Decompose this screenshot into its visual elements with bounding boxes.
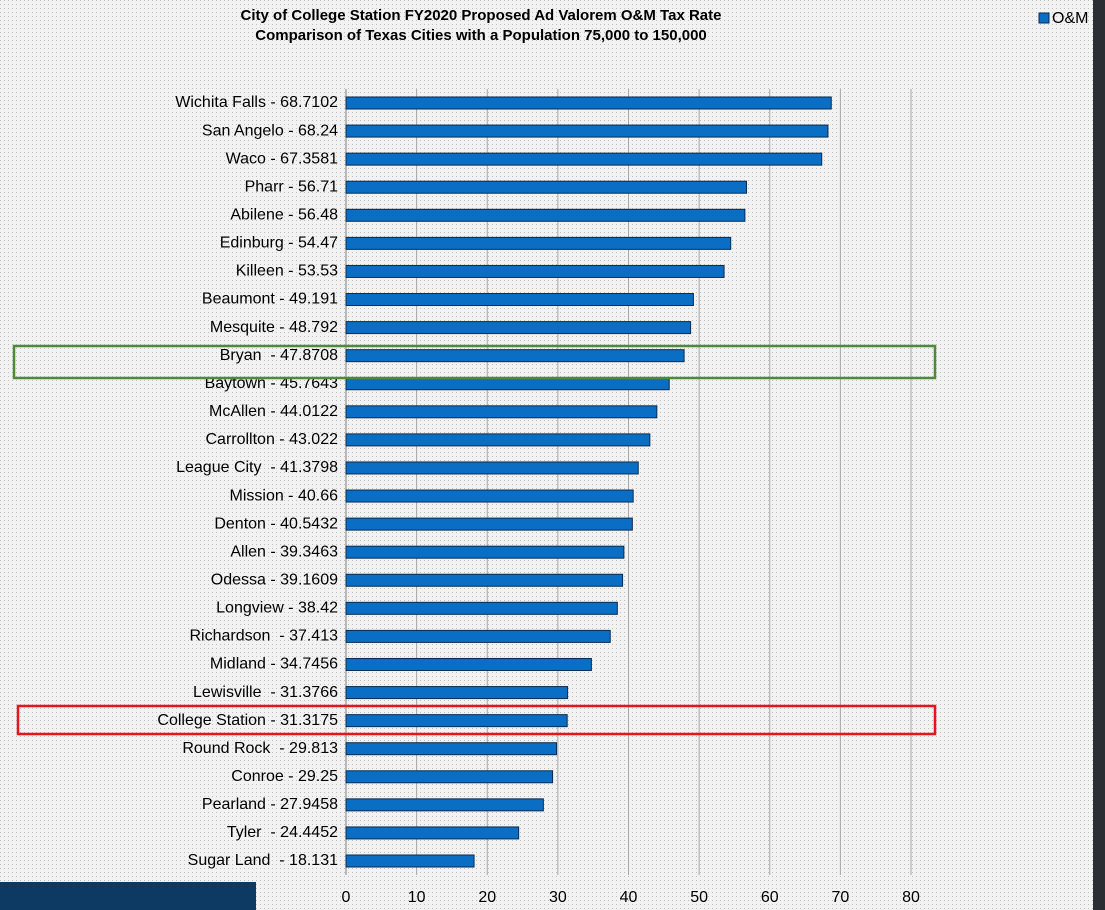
y-tick-label: Odessa - 39.1609 [211,571,338,588]
bar [345,742,558,756]
bar [345,770,554,784]
y-tick-label: Carrollton - 43.022 [205,431,338,448]
x-tick-label: 40 [620,889,638,906]
chart-title: City of College Station FY2020 Proposed … [241,7,722,24]
y-tick-label: Edinburg - 54.47 [220,235,338,252]
y-tick-label: Longview - 38.42 [216,600,338,617]
bar [345,321,692,335]
bar [345,293,694,307]
y-tick-label: Tyler - 24.4452 [227,824,338,841]
bar [345,349,685,363]
bar [345,461,639,475]
bar [345,657,592,671]
y-tick-label: Abilene - 56.48 [230,207,338,224]
y-tick-label: Allen - 39.3463 [230,543,338,560]
y-tick-label: Bryan - 47.8708 [220,347,338,364]
bar [345,714,568,728]
bar [345,433,651,447]
y-tick-label: Pearland - 27.9458 [202,796,338,813]
edge-strip [1093,0,1105,910]
bar [345,517,633,531]
y-tick-label: San Angelo - 68.24 [202,122,338,139]
y-tick-label: McAllen - 44.0122 [209,403,338,420]
x-tick-label: 50 [690,889,708,906]
bar [345,573,624,587]
y-tick-label: Wichita Falls - 68.7102 [175,94,338,111]
y-tick-label: College Station - 31.3175 [157,712,338,729]
bar [345,826,520,840]
bar [345,377,670,391]
y-tick-label: Round Rock - 29.813 [182,740,338,757]
y-tick-label: Sugar Land - 18.131 [188,852,338,869]
y-tick-label: Mesquite - 48.792 [210,319,338,336]
legend-swatch [1038,12,1050,24]
bar [345,180,748,194]
bar [345,798,544,812]
x-tick-label: 60 [761,889,779,906]
y-tick-label: Denton - 40.5432 [214,515,338,532]
y-tick-label: Midland - 34.7456 [210,656,338,673]
bar [345,96,832,110]
bar [345,264,725,278]
bar [345,124,829,138]
bar [345,152,823,166]
y-tick-label: Waco - 67.3581 [226,150,338,167]
x-tick-label: 10 [408,889,426,906]
y-tick-label: Beaumont - 49.191 [202,291,338,308]
chart-subtitle: Comparison of Texas Cities with a Popula… [255,27,707,44]
logo-block [0,882,256,910]
bar [345,601,618,615]
x-tick-label: 20 [478,889,496,906]
bar [345,686,569,700]
y-tick-label: Mission - 40.66 [230,487,339,504]
x-tick-label: 70 [831,889,849,906]
legend-label: O&M [1052,10,1088,27]
x-tick-label: 0 [342,889,351,906]
x-tick-label: 30 [549,889,567,906]
bar [345,208,746,222]
highlight-box [12,344,937,380]
x-tick-label: 80 [902,889,920,906]
bar [345,854,475,868]
bar [345,405,658,419]
highlight-box [16,704,937,736]
bar [345,489,634,503]
y-tick-label: Killeen - 53.53 [236,263,338,280]
bar [345,629,611,643]
y-tick-label: Conroe - 29.25 [231,768,338,785]
bar [345,236,732,250]
y-tick-label: Lewisville - 31.3766 [193,684,338,701]
y-tick-label: League City - 41.3798 [176,459,338,476]
bar [345,545,625,559]
plot: 0 10 20 30 40 50 60 70 80 Wichita Falls - 68.7102… [157,10,1088,906]
y-tick-label: Pharr - 56.71 [245,178,338,195]
y-tick-label: Richardson - 37.413 [189,628,338,645]
